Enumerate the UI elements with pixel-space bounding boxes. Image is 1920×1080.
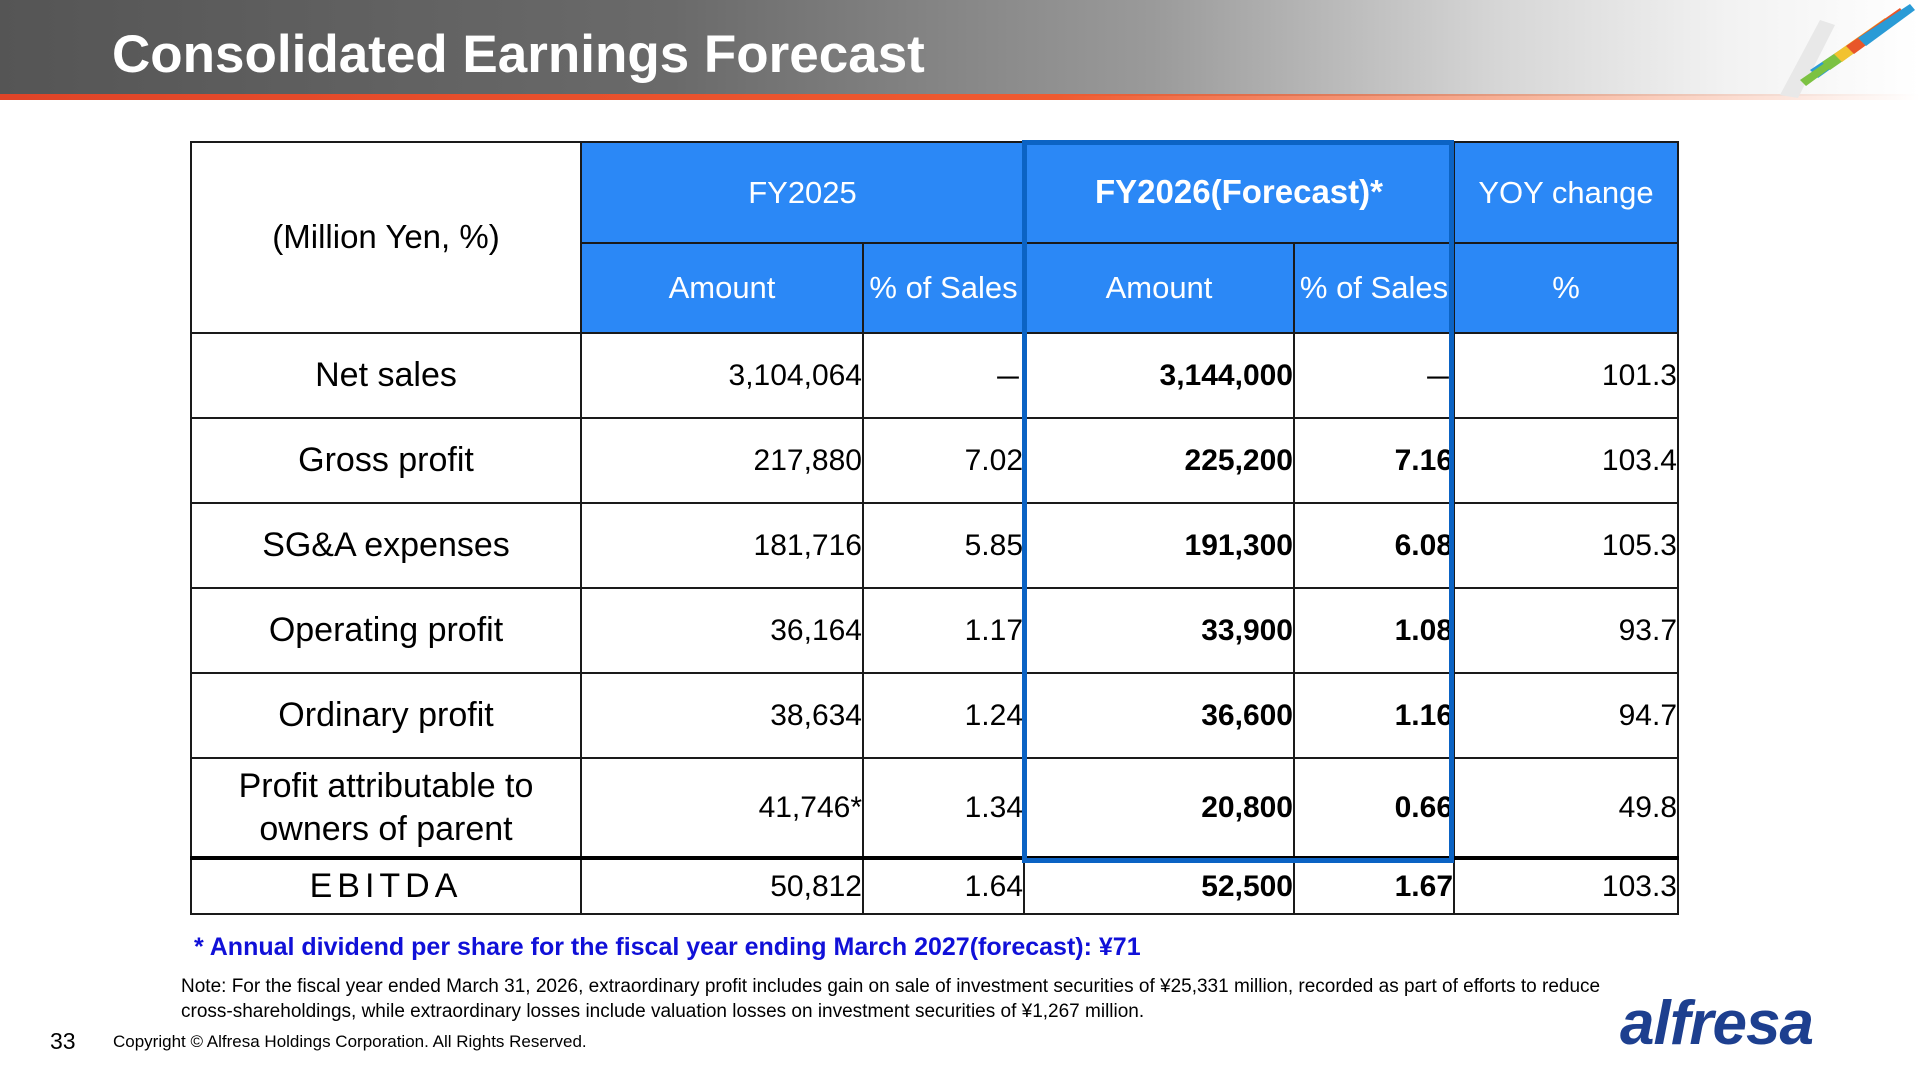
yoy-change: 101.3 [1453, 332, 1679, 419]
row-label: SG&A expenses [190, 502, 582, 589]
fy2025-amount-header: Amount [580, 242, 864, 334]
copyright-notice: Copyright © Alfresa Holdings Corporation… [113, 1032, 587, 1051]
table-row-ordinary-profit: Ordinary profit 38,634 1.24 36,600 1.16 … [190, 672, 1679, 759]
page-number: 33 [50, 1028, 76, 1054]
yoy-change: 103.3 [1453, 856, 1679, 915]
fy2026-amount: 225,200 [1023, 417, 1295, 504]
table-row-operating-profit: Operating profit 36,164 1.17 33,900 1.08… [190, 587, 1679, 674]
yoy-change: 94.7 [1453, 672, 1679, 759]
fy2025-amount: 217,880 [580, 417, 864, 504]
fy2026-pct-sales: 6.08 [1293, 502, 1455, 589]
fy2026-pct-sales: 1.16 [1293, 672, 1455, 759]
brand-ribbon-graphic [1780, 4, 1915, 98]
earnings-forecast-table: (Million Yen, %) FY2025 FY2026(Forecast)… [190, 141, 1679, 915]
title-accent-line [0, 94, 1920, 100]
row-label: Ordinary profit [190, 672, 582, 759]
fy2025-amount: 36,164 [580, 587, 864, 674]
title-bar [0, 0, 1920, 96]
dividend-note: * Annual dividend per share for the fisc… [194, 933, 1141, 961]
yoy-change-header: YOY change [1453, 141, 1679, 244]
row-label: Profit attributable to owners of parent [190, 757, 582, 859]
fy2025-amount: 41,746* [580, 757, 864, 859]
fy2026-amount: 36,600 [1023, 672, 1295, 759]
fy2026-amount: 33,900 [1023, 587, 1295, 674]
fy2026-pct-sales-header: % of Sales [1293, 242, 1455, 334]
fy2025-pct-sales-header: % of Sales [862, 242, 1025, 334]
yoy-change: 93.7 [1453, 587, 1679, 674]
fy2025-pct-sales: － [862, 332, 1025, 419]
fy2025-amount: 3,104,064 [580, 332, 864, 419]
fy2026-pct-sales: － [1293, 332, 1455, 419]
fy2026-pct-sales: 0.66 [1293, 757, 1455, 859]
fy2025-pct-sales: 1.24 [862, 672, 1025, 759]
fy2026-pct-sales: 1.67 [1293, 856, 1455, 915]
row-label: Net sales [190, 332, 582, 419]
unit-label: (Million Yen, %) [190, 141, 582, 334]
fy2025-pct-sales: 7.02 [862, 417, 1025, 504]
yoy-change: 49.8 [1453, 757, 1679, 859]
table-row-profit-attributable: Profit attributable to owners of parent … [190, 757, 1679, 859]
yoy-pct-header: % [1453, 242, 1679, 334]
fy2025-pct-sales: 1.34 [862, 757, 1025, 859]
fy2025-amount: 181,716 [580, 502, 864, 589]
fy2026-amount-header: Amount [1023, 242, 1295, 334]
table-row-sga-expenses: SG&A expenses 181,716 5.85 191,300 6.08 … [190, 502, 1679, 589]
alfresa-logo: alfresa [1620, 989, 1814, 1058]
fy2025-pct-sales: 1.64 [862, 856, 1025, 915]
fy2026-amount: 191,300 [1023, 502, 1295, 589]
fy2026-amount: 20,800 [1023, 757, 1295, 859]
fy2025-amount: 38,634 [580, 672, 864, 759]
page-title: Consolidated Earnings Forecast [112, 25, 925, 84]
fy2025-pct-sales: 1.17 [862, 587, 1025, 674]
table-row-net-sales: Net sales 3,104,064 － 3,144,000 － 101.3 [190, 332, 1679, 419]
fy2026-forecast-header: FY2026(Forecast)* [1023, 141, 1455, 244]
fy2026-amount: 52,500 [1023, 856, 1295, 915]
fy2025-header: FY2025 [580, 141, 1025, 244]
fy2025-amount: 50,812 [580, 856, 864, 915]
yoy-change: 105.3 [1453, 502, 1679, 589]
row-label: Operating profit [190, 587, 582, 674]
row-label: EBITDA [190, 856, 582, 915]
fy2026-pct-sales: 7.16 [1293, 417, 1455, 504]
table-row-gross-profit: Gross profit 217,880 7.02 225,200 7.16 1… [190, 417, 1679, 504]
fy2025-pct-sales: 5.85 [862, 502, 1025, 589]
fy2026-amount: 3,144,000 [1023, 332, 1295, 419]
yoy-change: 103.4 [1453, 417, 1679, 504]
row-label: Gross profit [190, 417, 582, 504]
table-row-ebitda: EBITDA 50,812 1.64 52,500 1.67 103.3 [190, 856, 1679, 915]
footnote: Note: For the fiscal year ended March 31… [181, 976, 1601, 1022]
fy2026-pct-sales: 1.08 [1293, 587, 1455, 674]
